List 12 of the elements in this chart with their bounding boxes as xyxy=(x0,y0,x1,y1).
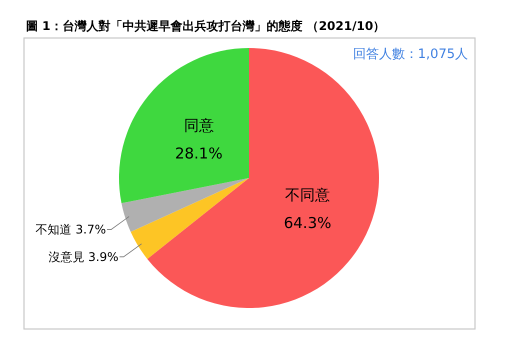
slice-label: 沒意見 3.9% xyxy=(48,250,119,264)
slice-label: 不同意 xyxy=(285,186,330,204)
pie-slice xyxy=(130,178,249,259)
chart-title: 圖 1：台灣人對「中共遲早會出兵攻打台灣」的態度 （2021/10） xyxy=(26,19,386,33)
data-label: 28.1% xyxy=(174,144,223,163)
data-label: 64.3% xyxy=(284,214,332,232)
pie-slice xyxy=(121,178,249,232)
text: 回答人數：1,075人 xyxy=(352,47,468,62)
pie-slice xyxy=(119,48,249,204)
slice-label: 不知道 3.7% xyxy=(36,222,106,237)
pie-slice xyxy=(147,48,379,308)
slice-label: 同意 xyxy=(184,116,214,135)
